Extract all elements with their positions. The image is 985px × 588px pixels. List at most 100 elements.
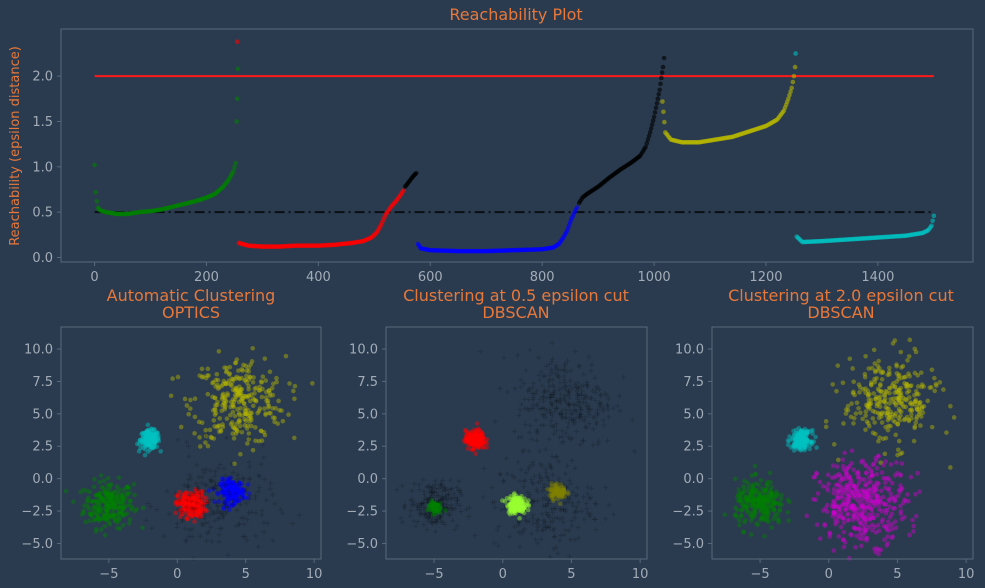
- cluster-point: [153, 435, 159, 441]
- cluster-point: [840, 457, 846, 463]
- cluster-point: [154, 444, 160, 450]
- y-tick-label: 10.0: [675, 343, 704, 358]
- cluster-point: [143, 444, 148, 449]
- cluster-point: [898, 451, 903, 457]
- cluster-point: [185, 501, 191, 507]
- cluster-point: [197, 511, 203, 516]
- noise-point: [586, 354, 592, 360]
- noise-point: [440, 501, 446, 507]
- cluster-point: [186, 502, 192, 508]
- x-tick-label: −5: [750, 567, 769, 582]
- cluster-point: [105, 487, 110, 492]
- noise-point: [617, 408, 623, 414]
- cluster-point: [245, 482, 251, 487]
- cluster-point: [182, 505, 188, 510]
- noise-point: [597, 392, 603, 398]
- noise-point: [187, 472, 193, 478]
- cluster-point: [103, 500, 109, 506]
- reachability-point: [235, 66, 241, 72]
- cluster-point: [112, 501, 117, 507]
- cluster-point: [186, 411, 192, 417]
- x-tick-label: 0: [90, 270, 98, 285]
- cluster-point: [874, 465, 880, 471]
- cluster-point: [244, 380, 250, 385]
- cluster-point: [912, 399, 918, 404]
- noise-point: [530, 397, 536, 403]
- cluster-point: [228, 487, 233, 492]
- cluster-point: [851, 467, 856, 473]
- reachability-point: [654, 101, 660, 106]
- noise-point: [174, 524, 180, 530]
- cluster-point: [203, 495, 209, 501]
- cluster-point: [222, 380, 228, 386]
- reachability-point: [92, 162, 97, 168]
- cluster-point: [186, 502, 191, 508]
- cluster-point: [216, 429, 222, 435]
- cluster-point: [221, 506, 227, 512]
- cluster-point: [842, 450, 847, 456]
- cluster-point: [192, 396, 198, 402]
- cluster-point: [235, 491, 240, 496]
- cluster-point: [855, 469, 861, 475]
- cluster-point: [240, 493, 245, 499]
- cluster-point: [91, 505, 96, 510]
- cluster-point: [231, 425, 236, 431]
- cluster-point: [245, 441, 250, 446]
- reachability-point: [94, 198, 100, 204]
- noise-point: [440, 509, 446, 515]
- cluster-point: [875, 500, 881, 505]
- cluster-point: [146, 437, 152, 443]
- noise-point: [270, 492, 276, 498]
- noise-point: [429, 519, 435, 525]
- cluster-point: [116, 496, 121, 502]
- cluster-point: [227, 372, 232, 377]
- cluster-point: [191, 494, 196, 500]
- cluster-point: [116, 491, 121, 496]
- cluster-point: [199, 374, 205, 380]
- noise-point: [233, 479, 239, 485]
- cluster-point: [103, 514, 108, 520]
- cluster-point: [227, 488, 233, 493]
- noise-point: [444, 506, 450, 512]
- noise-point: [540, 488, 546, 494]
- cluster-point: [899, 516, 905, 522]
- cluster-point: [115, 505, 121, 511]
- reachability-point: [655, 96, 661, 102]
- cluster-point: [185, 497, 191, 503]
- cluster-point: [149, 433, 154, 439]
- cluster-point: [175, 494, 181, 500]
- cluster-point: [124, 491, 130, 496]
- cluster-point: [190, 500, 196, 506]
- noise-point: [605, 406, 611, 412]
- noise-point: [566, 499, 572, 505]
- cluster-point: [862, 374, 868, 380]
- cluster-point: [904, 390, 910, 395]
- cluster-point: [181, 499, 186, 505]
- cluster-point: [246, 386, 251, 392]
- noise-point: [556, 476, 562, 482]
- noise-point: [565, 420, 571, 426]
- cluster-point: [276, 398, 281, 404]
- cluster-point: [152, 442, 157, 447]
- cluster-point: [239, 375, 245, 381]
- cluster-point: [102, 523, 107, 529]
- cluster-point: [146, 442, 152, 448]
- cluster-point: [218, 483, 224, 489]
- noise-point: [431, 519, 437, 525]
- cluster-point: [117, 526, 123, 532]
- cluster-point: [144, 434, 150, 439]
- noise-point: [237, 494, 243, 500]
- cluster-point: [430, 512, 436, 517]
- cluster-point: [743, 518, 748, 523]
- cluster-point: [115, 520, 121, 525]
- cluster-point: [234, 487, 240, 493]
- cluster-point: [97, 516, 103, 522]
- cluster-point: [106, 495, 111, 500]
- cluster-point: [187, 502, 193, 508]
- cluster-point: [885, 540, 891, 546]
- cluster-point: [191, 502, 197, 508]
- noise-point: [181, 482, 187, 488]
- reachability-point: [660, 99, 665, 104]
- cluster-point: [105, 508, 110, 514]
- cluster-point: [191, 493, 196, 498]
